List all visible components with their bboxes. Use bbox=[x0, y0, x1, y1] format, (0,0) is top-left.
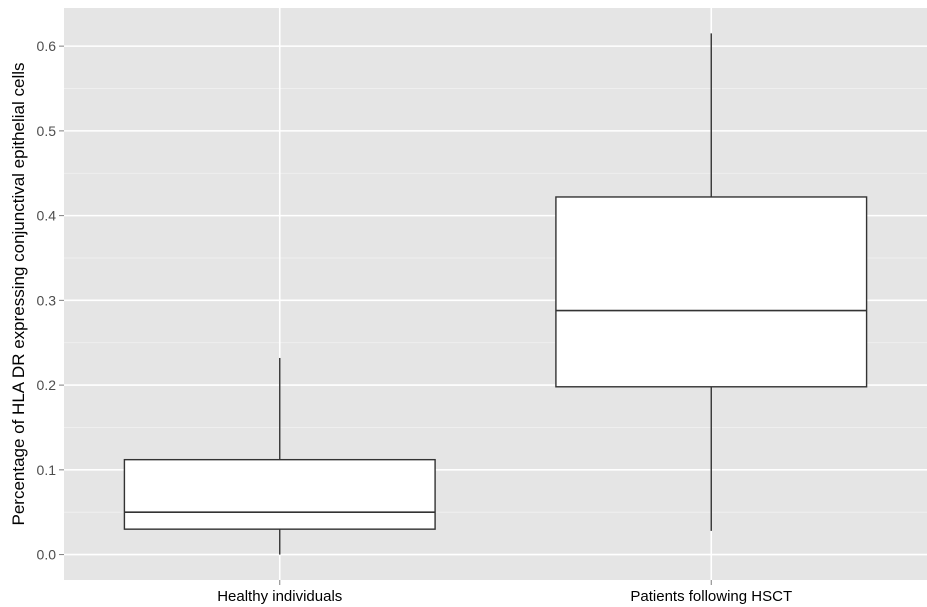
y-tick-label: 0.4 bbox=[37, 208, 57, 224]
boxes bbox=[123, 33, 868, 555]
box-2 bbox=[555, 33, 868, 531]
x-tick-label: Healthy individuals bbox=[217, 588, 342, 605]
y-tick-label: 0.1 bbox=[37, 462, 57, 478]
x-axis-ticks: Healthy individuals Patients following HS… bbox=[217, 580, 792, 605]
y-tick-label: 0.6 bbox=[37, 38, 57, 54]
box-1 bbox=[123, 357, 436, 555]
y-axis-title: Percentage of HLA DR expressing conjunct… bbox=[9, 62, 28, 525]
x-tick-label: Patients following HSCT bbox=[630, 588, 792, 605]
y-tick-label: 0.2 bbox=[37, 377, 57, 393]
y-tick-label: 0.0 bbox=[37, 547, 57, 563]
y-tick-label: 0.5 bbox=[37, 123, 57, 139]
box-iqr bbox=[123, 458, 436, 530]
y-axis-ticks: 0.0 0.1 0.2 0.3 0.4 0.5 0.6 bbox=[37, 38, 64, 563]
box-iqr bbox=[555, 196, 868, 388]
y-tick-label: 0.3 bbox=[37, 292, 57, 308]
